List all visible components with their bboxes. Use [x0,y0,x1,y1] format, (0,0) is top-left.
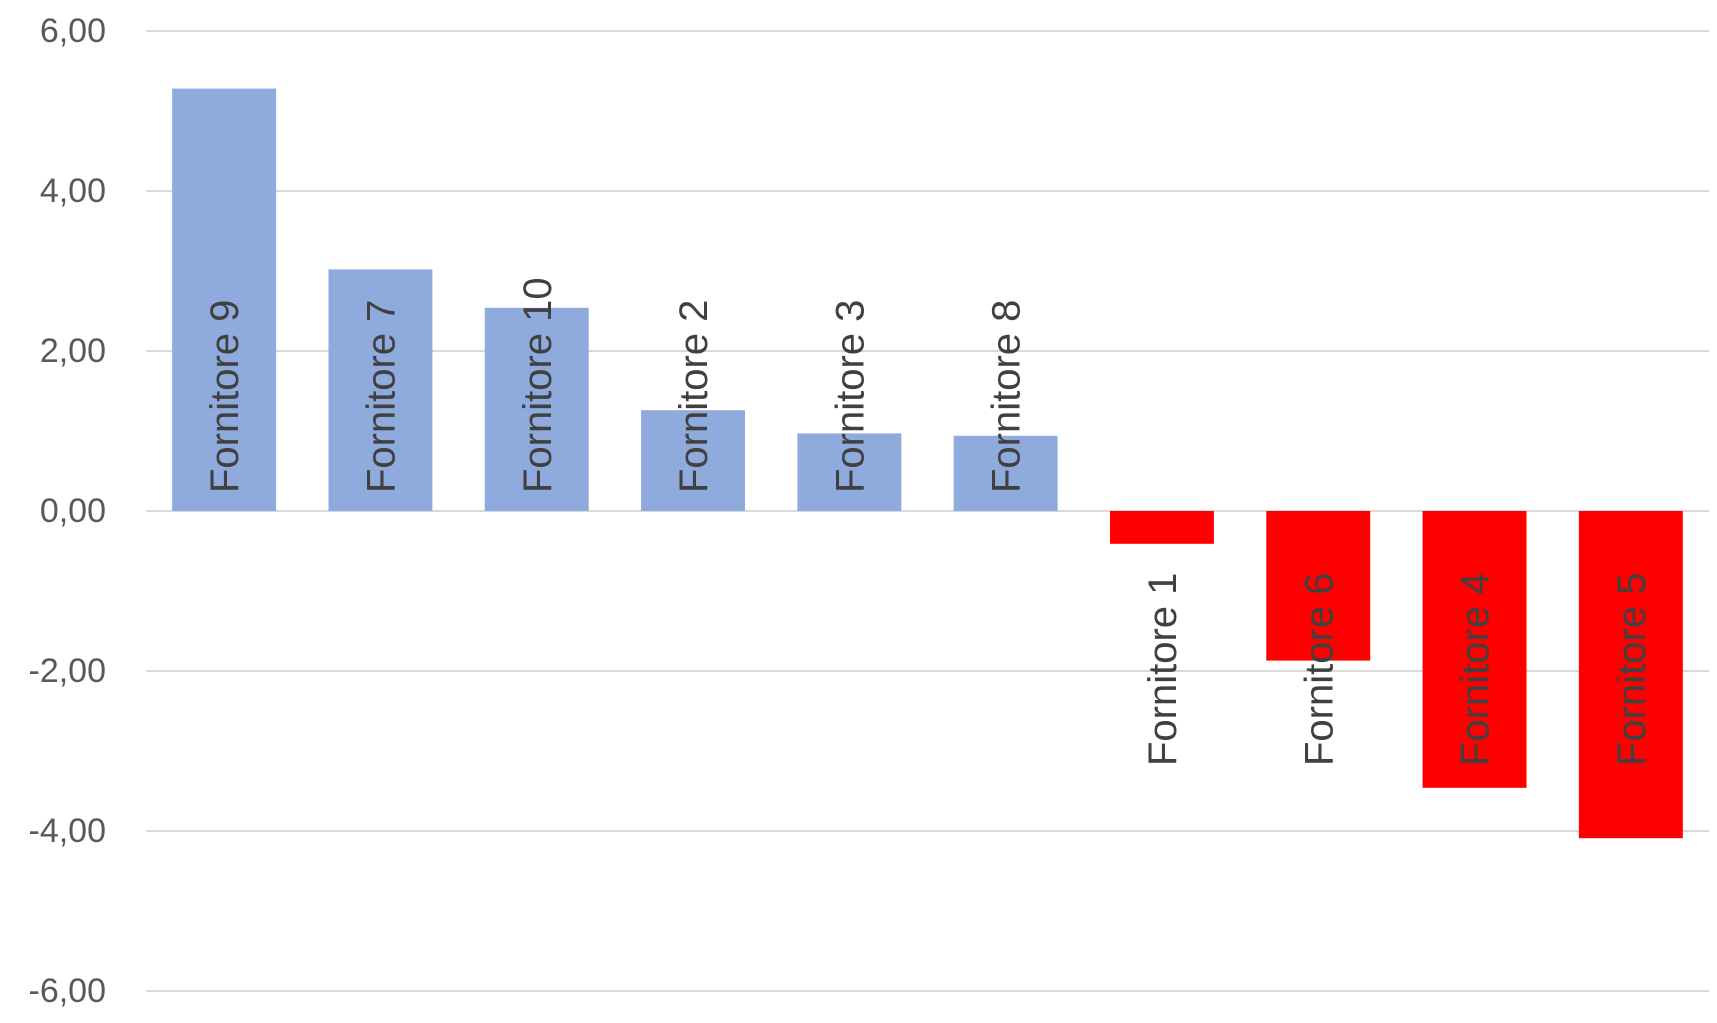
y-tick-label: -6,00 [29,972,107,1010]
bar-label: Fornitore 8 [985,300,1029,493]
y-axis-tick-labels: 6,00 4,00 2,00 0,00 -2,00 -4,00 -6,00 [29,12,107,1010]
y-tick-label: -2,00 [29,652,107,690]
y-tick-label: 2,00 [40,332,106,370]
bar-label: Fornitore 1 [1141,573,1185,766]
bar-label: Fornitore 6 [1297,573,1341,766]
y-tick-label: 6,00 [40,12,106,50]
bar [1266,511,1371,661]
bar [484,307,589,511]
y-tick-label: 0,00 [40,492,106,530]
bar-label: Fornitore 5 [1610,573,1654,766]
bar-label: Fornitore 7 [359,300,403,493]
bar [641,410,746,511]
bar [1422,511,1527,788]
bar [328,269,433,511]
y-tick-label: 4,00 [40,172,106,210]
bar [1109,511,1214,544]
bars [172,88,1683,839]
bar [797,433,902,511]
y-tick-label: -4,00 [29,812,107,850]
bar-label: Fornitore 4 [1454,573,1498,766]
bar [172,88,277,511]
bar [1578,511,1683,839]
bar [953,435,1058,511]
bar-label: Fornitore 9 [203,300,247,493]
bar-label: Fornitore 2 [672,300,716,493]
bar-label: Fornitore 10 [516,277,560,493]
bar-category-labels: Fornitore 9 Fornitore 7 Fornitore 10 Fornit… [203,277,1654,766]
bar-label: Fornitore 3 [828,300,872,493]
